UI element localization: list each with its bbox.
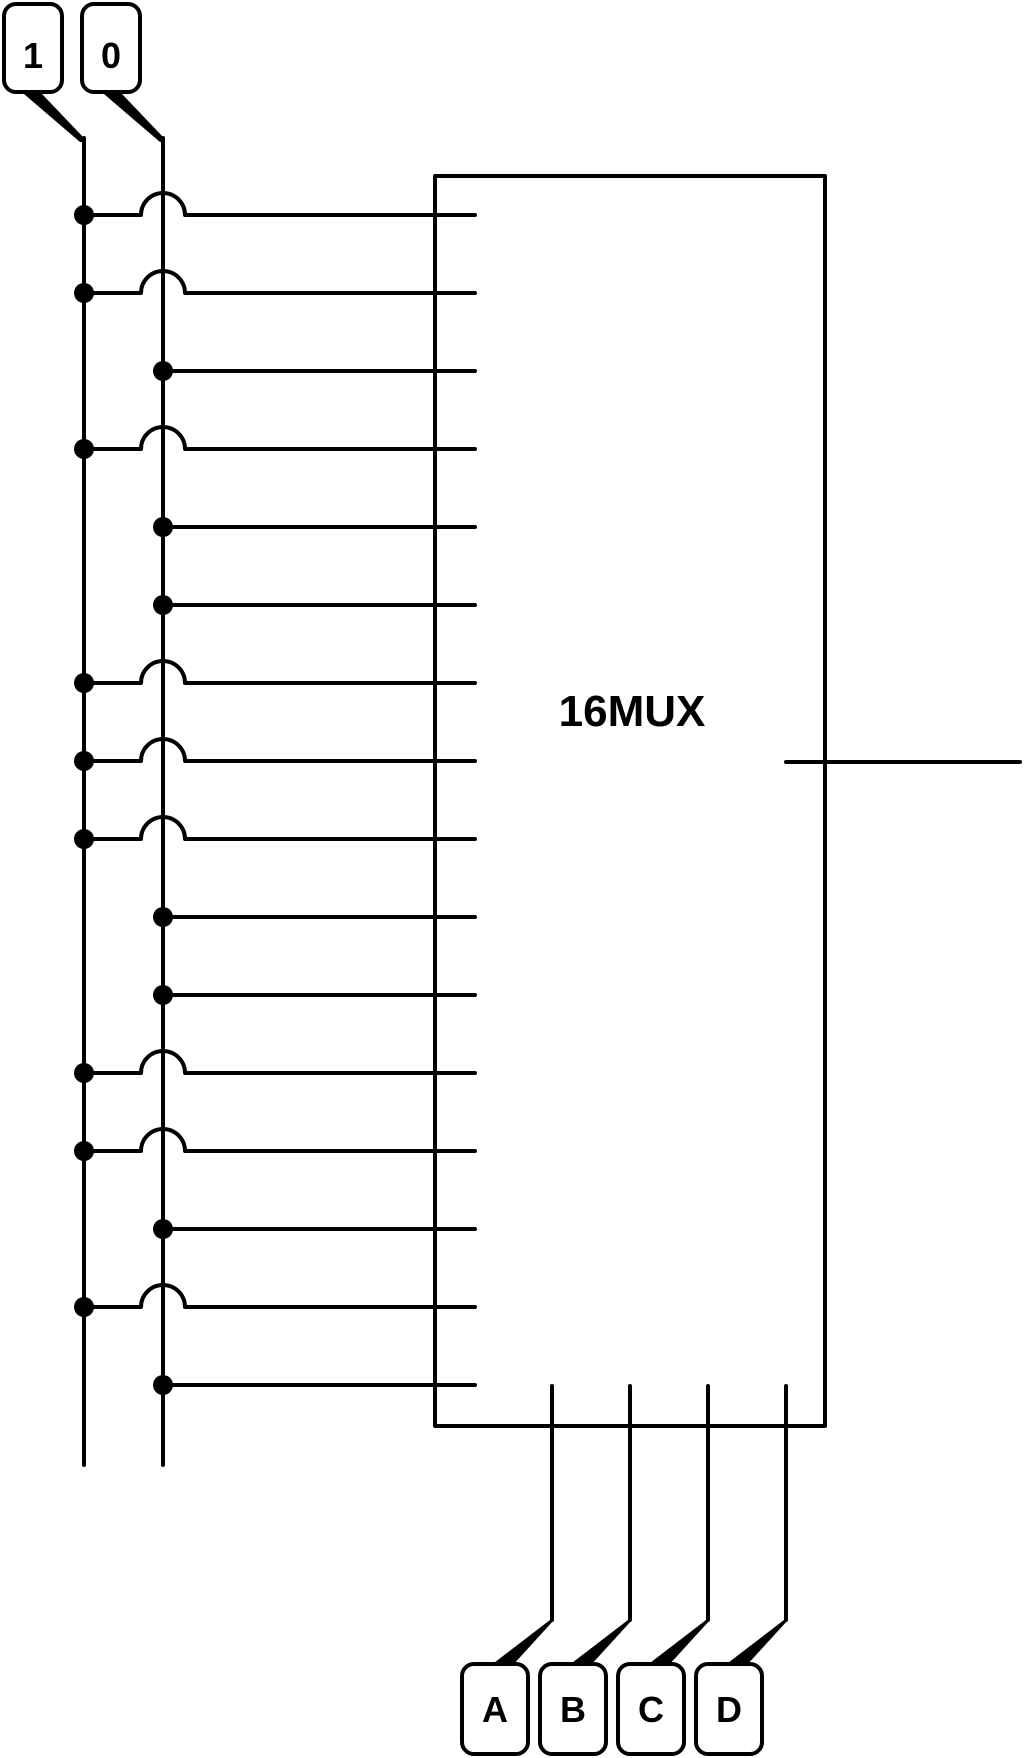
select-pin-a-box bbox=[460, 1662, 530, 1756]
data-input-wire-12 bbox=[82, 1049, 477, 1075]
junction-dot-13 bbox=[74, 1141, 94, 1161]
data-input-wire-8 bbox=[82, 737, 477, 763]
junction-dot-16 bbox=[153, 1375, 173, 1395]
junction-dot-12 bbox=[74, 1063, 94, 1083]
input-pin-1: 1 bbox=[2, 2, 84, 142]
select-lines bbox=[550, 1384, 788, 1622]
input-pin-1-box bbox=[2, 2, 64, 94]
select-pin-b-label: B bbox=[560, 1689, 586, 1730]
junction-dot-7 bbox=[74, 673, 94, 693]
select-pin-c-box bbox=[616, 1662, 686, 1756]
junction-dot-2 bbox=[74, 283, 94, 303]
input-pin-0-box bbox=[80, 2, 142, 94]
data-input-wire-13 bbox=[82, 1127, 477, 1153]
data-input-wire-1 bbox=[82, 191, 477, 217]
data-input-wire-2 bbox=[82, 269, 477, 295]
select-pin-a-label: A bbox=[482, 1689, 508, 1730]
input-pin-0: 0 bbox=[80, 2, 164, 142]
mux-data-inputs bbox=[74, 191, 477, 1395]
junction-dot-4 bbox=[74, 439, 94, 459]
data-input-wire-9 bbox=[82, 815, 477, 841]
select-pin-c-label: C bbox=[638, 1689, 664, 1730]
junction-dot-15 bbox=[74, 1297, 94, 1317]
input-pin-1-label: 1 bbox=[23, 35, 43, 76]
mux-label: 16MUX bbox=[559, 687, 706, 736]
select-pin-d-label: D bbox=[716, 1689, 742, 1730]
junction-dot-5 bbox=[153, 517, 173, 537]
junction-dot-9 bbox=[74, 829, 94, 849]
data-input-wire-7 bbox=[82, 659, 477, 685]
select-pin-b-box bbox=[538, 1662, 608, 1756]
junction-dot-3 bbox=[153, 361, 173, 381]
data-input-wire-4 bbox=[82, 425, 477, 451]
junction-dot-11 bbox=[153, 985, 173, 1005]
junction-dot-1 bbox=[74, 205, 94, 225]
junction-dot-14 bbox=[153, 1219, 173, 1239]
select-pin-d: D bbox=[694, 1620, 788, 1756]
junction-dot-6 bbox=[153, 595, 173, 615]
junction-dot-8 bbox=[74, 751, 94, 771]
select-pin-a: A bbox=[460, 1620, 554, 1756]
select-pin-d-box bbox=[694, 1662, 764, 1756]
mux-box bbox=[433, 174, 827, 1428]
select-pin-b: B bbox=[538, 1620, 632, 1756]
input-pin-0-label: 0 bbox=[101, 35, 121, 76]
select-pin-c: C bbox=[616, 1620, 710, 1756]
junction-dot-10 bbox=[153, 907, 173, 927]
data-input-wire-15 bbox=[82, 1283, 477, 1309]
